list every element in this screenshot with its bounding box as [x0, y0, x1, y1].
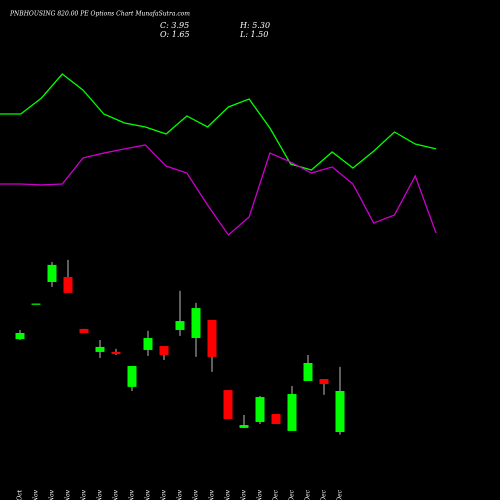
x-tick-label: 01 Dec: [273, 489, 280, 500]
high-label: H: 5.30: [239, 21, 270, 30]
candle-body: [159, 346, 169, 355]
candle-body: [143, 338, 153, 350]
x-tick-label: 18 Nov: [129, 489, 136, 500]
candle-body: [271, 413, 281, 424]
x-tick-label: 21 Nov: [177, 489, 184, 500]
x-tick-label: 02 Dec: [289, 489, 296, 500]
candle-body: [111, 351, 121, 355]
candle-body: [303, 362, 313, 381]
candle-body: [223, 390, 233, 419]
x-tick-label: 19 Nov: [145, 489, 152, 500]
x-tick-label: 13 Nov: [81, 489, 88, 500]
low-label: L: 1.50: [239, 30, 268, 39]
x-tick-label: 27 Nov: [241, 489, 248, 500]
candle-body: [175, 321, 185, 330]
candle-body: [79, 328, 89, 334]
candle-body: [47, 264, 57, 283]
x-tick-label: 28 Nov: [257, 489, 264, 500]
indicator-line: [0, 73, 437, 171]
candle-body: [191, 308, 201, 339]
x-tick-label: 05 Dec: [337, 489, 344, 500]
x-tick-label: 03 Dec: [305, 489, 312, 500]
x-tick-label: 04 Dec: [321, 489, 328, 500]
candle-body: [287, 394, 297, 431]
candle-body: [255, 397, 265, 423]
x-tick-label: 17 Nov: [113, 489, 120, 500]
x-tick-label: 25 Nov: [209, 489, 216, 500]
candle-body: [319, 379, 329, 385]
candle-body: [127, 366, 137, 387]
candle-body: [15, 333, 25, 340]
candle-body: [95, 346, 105, 352]
candle-body: [63, 277, 73, 293]
x-tick-label: 14 Nov: [97, 489, 104, 500]
x-tick-label: 21 Oct: [17, 489, 24, 500]
x-tick-label: 24 Nov: [193, 489, 200, 500]
candle-body: [31, 303, 41, 305]
x-tick-label: 26 Nov: [225, 489, 232, 500]
indicator-line: [0, 144, 437, 236]
x-tick-label: 20 Nov: [161, 489, 168, 500]
chart-title: PNBHOUSING 820.00 PE Options Chart Munaf…: [9, 11, 190, 18]
x-tick-label: 07 Nov: [49, 489, 56, 500]
open-label: O: 1.65: [160, 30, 190, 39]
candle-body: [239, 425, 249, 428]
candle-body: [207, 319, 217, 357]
candle-body: [335, 390, 345, 433]
x-tick-label: 06 Nov: [33, 489, 40, 500]
x-tick-label: 11 Nov: [65, 489, 72, 500]
close-label: C: 3.95: [160, 21, 189, 30]
